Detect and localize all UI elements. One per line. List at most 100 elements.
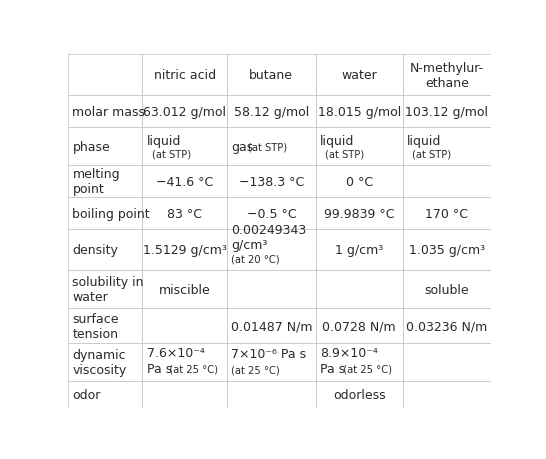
Bar [227, 96, 316, 128]
Text: (at 25 °C): (at 25 °C) [163, 363, 218, 373]
Bar [402, 343, 491, 381]
Text: 99.9839 °C: 99.9839 °C [324, 207, 394, 220]
Bar [143, 381, 227, 409]
Bar [402, 230, 491, 271]
Text: 7×10⁻⁶ Pa s: 7×10⁻⁶ Pa s [231, 348, 306, 361]
Text: 0.03236 N/m: 0.03236 N/m [406, 319, 488, 333]
Text: 1.035 g/cm³: 1.035 g/cm³ [409, 244, 485, 257]
Text: miscible: miscible [159, 283, 211, 296]
Bar [402, 198, 491, 230]
Bar [68, 381, 143, 409]
Text: soluble: soluble [425, 283, 469, 296]
Bar [316, 271, 402, 308]
Text: 0 °C: 0 °C [346, 175, 373, 188]
Bar [68, 55, 143, 96]
Bar [68, 198, 143, 230]
Bar [143, 166, 227, 198]
Text: Pa s: Pa s [320, 362, 345, 375]
Text: 103.12 g/mol: 103.12 g/mol [406, 106, 489, 118]
Text: 0.0728 N/m: 0.0728 N/m [322, 319, 396, 333]
Text: (at STP): (at STP) [325, 150, 364, 160]
Text: 0.01487 N/m: 0.01487 N/m [230, 319, 312, 333]
Bar [316, 343, 402, 381]
Bar [143, 198, 227, 230]
Text: (at 25 °C): (at 25 °C) [337, 363, 392, 373]
Text: 63.012 g/mol: 63.012 g/mol [143, 106, 226, 118]
Text: liquid: liquid [407, 135, 441, 148]
Bar [143, 230, 227, 271]
Text: (at 20 °C): (at 20 °C) [231, 254, 280, 264]
Text: boiling point: boiling point [73, 207, 150, 220]
Bar [143, 96, 227, 128]
Text: 170 °C: 170 °C [425, 207, 468, 220]
Bar [316, 166, 402, 198]
Text: N-methylur-
ethane: N-methylur- ethane [410, 62, 484, 90]
Bar [402, 128, 491, 166]
Text: nitric acid: nitric acid [153, 69, 216, 82]
Bar [143, 343, 227, 381]
Text: Pa s: Pa s [146, 362, 172, 375]
Bar [68, 230, 143, 271]
Text: (at 25 °C): (at 25 °C) [231, 364, 280, 375]
Text: −138.3 °C: −138.3 °C [239, 175, 304, 188]
Text: water: water [341, 69, 377, 82]
Text: phase: phase [73, 140, 110, 153]
Text: 8.9×10⁻⁴: 8.9×10⁻⁴ [320, 347, 378, 359]
Text: 1.5129 g/cm³: 1.5129 g/cm³ [143, 244, 227, 257]
Text: (at STP): (at STP) [248, 142, 287, 152]
Bar [227, 198, 316, 230]
Bar [227, 55, 316, 96]
Bar [316, 230, 402, 271]
Bar [143, 55, 227, 96]
Text: dynamic
viscosity: dynamic viscosity [73, 348, 127, 376]
Text: surface
tension: surface tension [73, 312, 119, 340]
Bar [402, 166, 491, 198]
Text: (at STP): (at STP) [152, 150, 191, 160]
Bar [227, 308, 316, 343]
Bar [316, 55, 402, 96]
Bar [68, 308, 143, 343]
Bar [402, 271, 491, 308]
Text: 0.00249343
g/cm³: 0.00249343 g/cm³ [231, 224, 306, 252]
Text: molar mass: molar mass [73, 106, 145, 118]
Text: 18.015 g/mol: 18.015 g/mol [318, 106, 401, 118]
Bar [68, 271, 143, 308]
Bar [316, 381, 402, 409]
Text: liquid: liquid [320, 135, 354, 148]
Text: liquid: liquid [146, 135, 181, 148]
Bar [227, 381, 316, 409]
Text: density: density [73, 244, 118, 257]
Bar [316, 96, 402, 128]
Text: 58.12 g/mol: 58.12 g/mol [234, 106, 309, 118]
Bar [143, 271, 227, 308]
Bar [227, 128, 316, 166]
Text: odor: odor [73, 389, 101, 402]
Text: 7.6×10⁻⁴: 7.6×10⁻⁴ [146, 347, 204, 359]
Text: gas: gas [231, 140, 253, 153]
Text: 83 °C: 83 °C [167, 207, 202, 220]
Text: (at STP): (at STP) [412, 150, 451, 160]
Bar [227, 166, 316, 198]
Bar [227, 271, 316, 308]
Text: solubility in
water: solubility in water [73, 276, 144, 303]
Bar [68, 343, 143, 381]
Bar [316, 128, 402, 166]
Bar [316, 308, 402, 343]
Text: −0.5 °C: −0.5 °C [247, 207, 296, 220]
Bar [402, 308, 491, 343]
Bar [227, 230, 316, 271]
Bar [402, 381, 491, 409]
Bar [68, 166, 143, 198]
Text: melting
point: melting point [73, 168, 120, 196]
Text: odorless: odorless [333, 389, 385, 402]
Bar [227, 343, 316, 381]
Bar [316, 198, 402, 230]
Bar [402, 96, 491, 128]
Bar [143, 308, 227, 343]
Text: butane: butane [250, 69, 293, 82]
Bar [402, 55, 491, 96]
Bar [68, 128, 143, 166]
Bar [68, 96, 143, 128]
Text: 1 g/cm³: 1 g/cm³ [335, 244, 383, 257]
Text: −41.6 °C: −41.6 °C [156, 175, 213, 188]
